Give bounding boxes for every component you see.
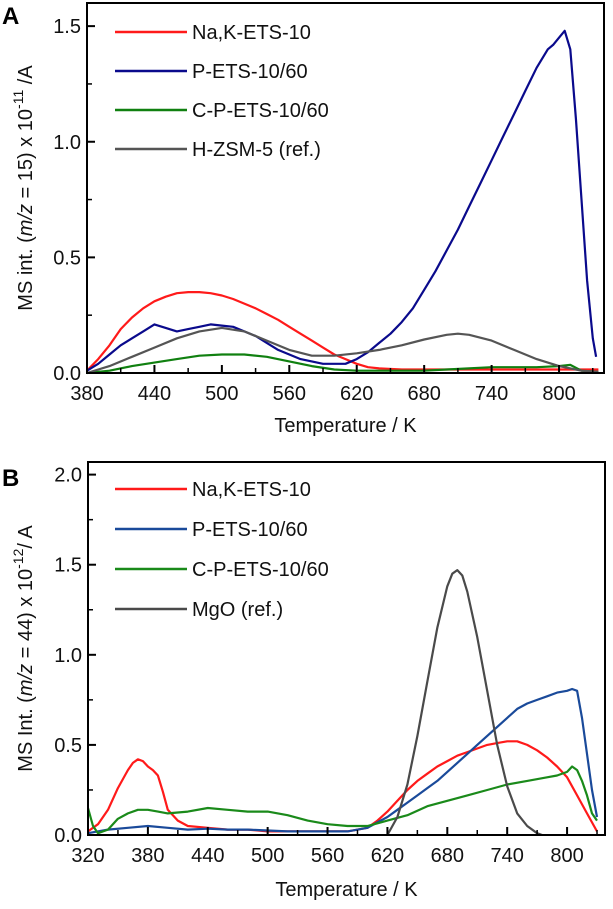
y-tick-label: 1.5 [54,555,82,577]
x-tick-label: 740 [475,383,508,405]
x-tick-label: 500 [251,845,284,867]
y-tick-label: 1.0 [53,132,81,154]
legend-label: P-ETS-10/60 [192,61,308,83]
y-axis-title-exponent: -12 [10,548,26,568]
legend: Na,K-ETS-10 P-ETS-10/60 C-P-ETS-10/60 MgO (… [115,479,329,621]
y-axis-title-unit: / A [15,525,37,549]
series-line-1 [86,291,599,372]
series-line-2 [86,29,598,372]
x-tick-label: 620 [340,383,373,405]
series-line-3 [86,765,598,835]
legend-label: Na,K-ETS-10 [192,22,311,44]
plot-frame [87,461,606,836]
x-axis-title: Temperature / K [274,415,417,437]
y-tick-label: 0.5 [54,735,82,757]
y-axis-title-part: MS int. ( [15,236,37,311]
y-tick-label: 0.0 [53,363,81,385]
y-axis-title-part: = 44) x 10 [15,569,37,664]
panel-label: A [2,3,19,30]
y-tick-label: 2.0 [54,465,82,487]
y-tick-label: 0.5 [53,247,81,269]
x-tick-label: 800 [542,383,575,405]
x-tick-label: 800 [550,845,583,867]
x-tick-label: 440 [191,845,224,867]
x-tick-label: 680 [407,383,440,405]
x-tick-label: 620 [371,845,404,867]
series-line-4 [86,326,599,375]
y-axis-title-exponent: -11 [10,90,26,109]
x-tick-label: 500 [205,383,238,405]
legend-label: H-ZSM-5 (ref.) [192,139,321,161]
y-axis-title: MS int. (m/z = 15) x 10-11 /A [10,65,37,311]
plot-frame [86,2,605,374]
y-axis-title: MS Int. (m/z = 44) x 10-12/ A [10,525,37,772]
y-axis-title-unit: /A [15,65,37,90]
panel-a: 380 440 500 560 620 680 740 800 0.0 0.5 1.0 1.5 Temp… [2,2,605,437]
panel-b: 320 380 440 500 560 620 680 740 800 0.0 0.5 1.0 1.5 2… [2,461,606,901]
series-line-4 [386,568,543,837]
legend-label: MgO (ref.) [192,599,283,621]
y-tick-label: 0.0 [54,825,82,847]
x-tick-label: 320 [71,845,104,867]
x-tick-label: 680 [431,845,464,867]
x-tick-label: 380 [70,383,103,405]
x-tick-label: 440 [138,383,171,405]
x-tick-label: 740 [491,845,524,867]
y-axis-title-part: MS Int. ( [15,696,37,772]
x-tick-label: 560 [273,383,306,405]
legend: Na,K-ETS-10 P-ETS-10/60 C-P-ETS-10/60 H-ZSM… [115,22,329,161]
legend-label: Na,K-ETS-10 [192,479,311,501]
x-tick-label: 380 [131,845,164,867]
y-tick-label: 1.0 [54,645,82,667]
legend-label: P-ETS-10/60 [192,519,308,541]
series-line-2 [87,687,599,835]
legend-label: C-P-ETS-10/60 [192,559,329,581]
y-tick-label: 1.5 [53,16,81,38]
panel-label: B [2,465,19,492]
y-axis-title-part: = 15) x 10 [15,109,37,204]
x-tick-label: 560 [311,845,344,867]
y-axis-title-mz: m/z [15,664,37,696]
y-axis-title-mz: m/z [15,204,37,236]
legend-label: C-P-ETS-10/60 [192,100,329,122]
x-axis-title: Temperature / K [275,879,418,901]
